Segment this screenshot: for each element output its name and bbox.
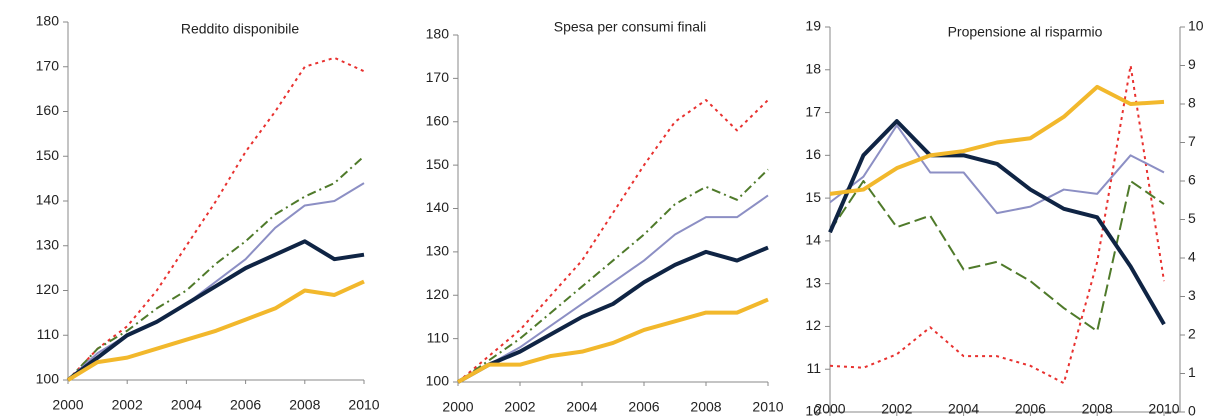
y2-tick-label: 1 <box>1188 364 1196 380</box>
x-tick-label: 2000 <box>442 399 473 415</box>
y-tick-label: 130 <box>426 243 450 259</box>
series-line <box>457 168 769 383</box>
series-line <box>829 64 1165 385</box>
y2-tick-label: 5 <box>1188 210 1196 226</box>
x-tick-label: 2000 <box>814 401 845 417</box>
y-tick-label: 16 <box>805 146 821 162</box>
y2-tick-label: 0 <box>1188 403 1196 419</box>
x-tick-label: 2008 <box>690 399 721 415</box>
series-line <box>457 99 769 383</box>
x-tick-label: 2010 <box>348 397 379 413</box>
series-line <box>67 56 365 381</box>
y-tick-label: 140 <box>426 199 450 215</box>
y-tick-label: 150 <box>36 147 60 163</box>
series-line <box>829 84 1165 196</box>
x-tick-label: 2010 <box>1148 401 1179 417</box>
y-tick-label: 170 <box>36 57 60 73</box>
x-tick-label: 2002 <box>504 399 535 415</box>
y2-tick-label: 2 <box>1188 326 1196 342</box>
y-tick-label: 10 <box>805 403 821 419</box>
series-line <box>66 239 365 382</box>
y-tick-label: 18 <box>805 60 821 76</box>
x-tick-label: 2006 <box>628 399 659 415</box>
x-tick-label: 2008 <box>1082 401 1113 417</box>
chart-title: Spesa per consumi finali <box>554 19 707 35</box>
y-tick-label: 100 <box>426 373 450 389</box>
y-tick-label: 12 <box>805 317 821 333</box>
series-line <box>457 245 769 384</box>
series-line <box>457 297 769 384</box>
y2-tick-label: 3 <box>1188 287 1196 303</box>
y-tick-label: 180 <box>36 13 60 29</box>
y-tick-label: 150 <box>426 156 450 172</box>
x-tick-label: 2006 <box>230 397 261 413</box>
x-tick-label: 2006 <box>1015 401 1046 417</box>
y-tick-label: 14 <box>805 232 821 248</box>
x-tick-label: 2004 <box>171 397 202 413</box>
y-tick-label: 110 <box>37 326 60 342</box>
y-tick-label: 19 <box>805 18 821 34</box>
y-tick-label: 160 <box>36 102 60 118</box>
x-tick-label: 2004 <box>948 401 979 417</box>
y-tick-label: 140 <box>36 192 60 208</box>
x-tick-label: 2002 <box>112 397 143 413</box>
y2-tick-label: 7 <box>1188 133 1196 149</box>
series-line <box>829 180 1165 333</box>
y-tick-label: 120 <box>36 281 60 297</box>
x-tick-label: 2010 <box>752 399 783 415</box>
x-tick-label: 2004 <box>566 399 597 415</box>
y-tick-label: 130 <box>36 236 60 252</box>
y-tick-label: 100 <box>36 371 60 387</box>
y-tick-label: 170 <box>426 69 450 85</box>
x-tick-label: 2000 <box>52 397 83 413</box>
series-line <box>829 124 1165 215</box>
y-tick-label: 17 <box>805 103 821 119</box>
y-tick-label: 110 <box>427 329 450 345</box>
y2-tick-label: 10 <box>1188 18 1204 34</box>
y2-tick-label: 8 <box>1188 95 1196 111</box>
y-tick-label: 120 <box>426 286 450 302</box>
y-tick-label: 13 <box>805 274 821 290</box>
series-line <box>67 155 365 381</box>
chart-title: Reddito disponibile <box>181 21 300 37</box>
series-line <box>457 194 769 383</box>
y2-tick-label: 4 <box>1188 249 1196 265</box>
y2-tick-label: 6 <box>1188 172 1196 188</box>
y2-tick-label: 9 <box>1188 56 1196 72</box>
y-tick-label: 15 <box>805 189 821 205</box>
x-tick-label: 2008 <box>289 397 320 413</box>
y-tick-label: 11 <box>806 360 821 376</box>
chart-title: Propensione al risparmio <box>948 24 1103 40</box>
y-tick-label: 160 <box>426 112 450 128</box>
series-line <box>828 119 1166 326</box>
series-line <box>67 182 365 381</box>
y-tick-label: 180 <box>426 26 450 42</box>
x-tick-label: 2002 <box>881 401 912 417</box>
series-line <box>66 279 365 382</box>
